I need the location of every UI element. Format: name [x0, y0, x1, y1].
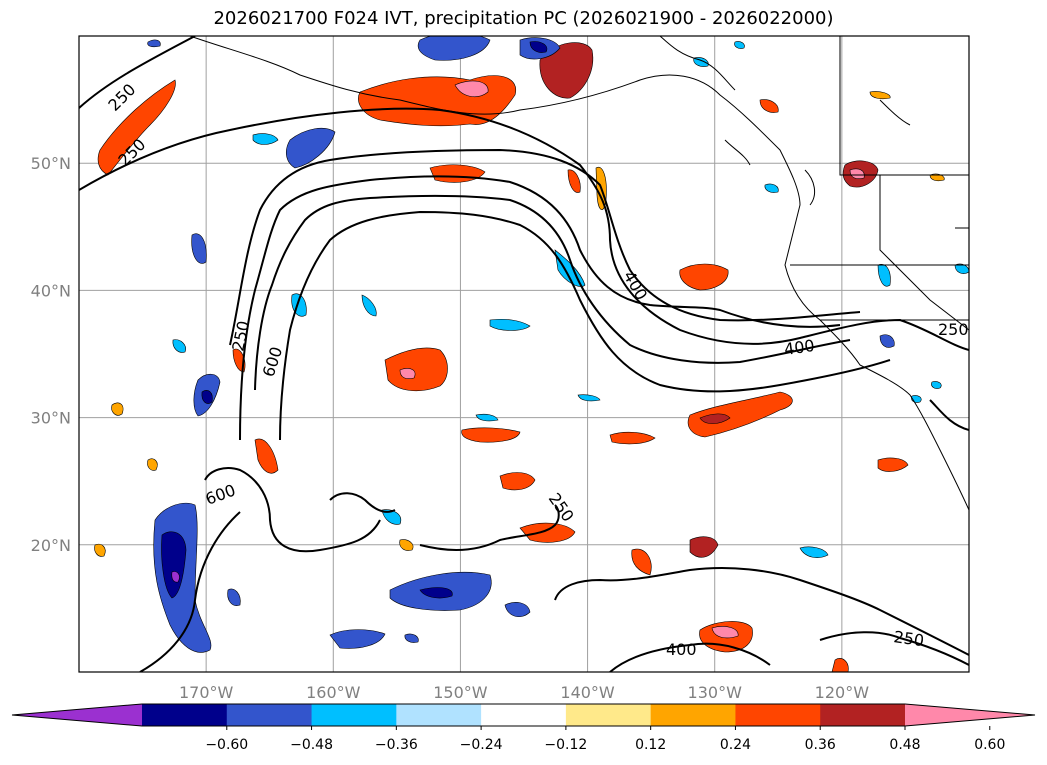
gridlines: [79, 36, 969, 672]
colorbar-segment: [481, 704, 567, 726]
precip-negative-shading: [147, 36, 969, 653]
latitude-labels: 20°N 30°N 40°N 50°N: [31, 154, 71, 555]
contour-label: 400: [783, 336, 816, 359]
colorbar-segment: [650, 704, 736, 726]
lat-tick-label: 20°N: [31, 536, 71, 555]
map-frame: [78, 35, 970, 673]
lat-tick-label: 30°N: [31, 409, 71, 428]
ivt-contours: [79, 36, 969, 672]
colorbar-extend-low: [12, 704, 142, 726]
colorbar-segment: [311, 704, 397, 726]
contour-label: 250: [892, 627, 925, 650]
lon-tick-label: 130°W: [688, 683, 743, 702]
colorbar-segment: [820, 704, 906, 726]
colorbar-tick-label: 0.12: [635, 737, 666, 753]
figure-title: 2026021700 F024 IVT, precipitation PC (2…: [213, 8, 834, 29]
longitude-labels: 170°W 160°W 150°W 140°W 130°W 120°W: [179, 683, 869, 702]
colorbar-extend-high: [905, 704, 1035, 726]
colorbar-tick-label: −0.36: [375, 737, 418, 753]
lon-tick-label: 120°W: [815, 683, 870, 702]
lon-tick-label: 150°W: [433, 683, 488, 702]
colorbar: −0.60 −0.48 −0.36 −0.24 −0.12 0.12 0.24 0.36 0.4…: [11, 703, 1036, 753]
map-background: [79, 36, 969, 672]
colorbar-tick-label: 0.48: [889, 737, 920, 753]
colorbar-segment: [565, 704, 652, 726]
lat-tick-label: 40°N: [31, 281, 71, 300]
colorbar-tick-label: 0.36: [805, 737, 836, 753]
colorbar-tick-label: −0.24: [460, 737, 503, 753]
colorbar-tick-label: −0.48: [290, 737, 333, 753]
precip-positive-shading: [94, 42, 945, 672]
colorbar-tick-label: −0.60: [205, 737, 248, 753]
colorbar-segment: [226, 704, 313, 726]
lon-tick-label: 140°W: [560, 683, 615, 702]
coastlines: [189, 36, 969, 511]
colorbar-outline: [11, 703, 1036, 727]
colorbar-tick-label: −0.12: [544, 737, 587, 753]
contour-label: 250: [938, 320, 969, 339]
lat-tick-label: 50°N: [31, 154, 71, 173]
colorbar-tick-label: 0.60: [974, 737, 1005, 753]
lon-tick-label: 160°W: [306, 683, 361, 702]
contour-label: 400: [666, 640, 697, 659]
colorbar-segment: [396, 704, 482, 726]
lon-tick-label: 170°W: [179, 683, 234, 702]
colorbar-segment: [735, 704, 821, 726]
colorbar-segment: [142, 704, 228, 726]
colorbar-tick-label: 0.24: [720, 737, 751, 753]
